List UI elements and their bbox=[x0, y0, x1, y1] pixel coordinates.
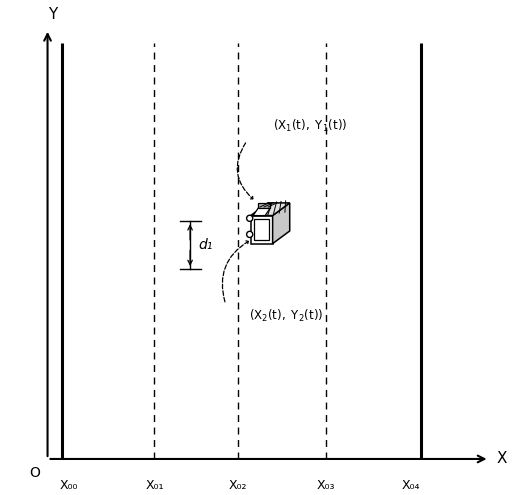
Polygon shape bbox=[258, 203, 270, 208]
Polygon shape bbox=[254, 219, 269, 240]
Text: O: O bbox=[29, 466, 40, 480]
Polygon shape bbox=[251, 215, 272, 244]
FancyArrowPatch shape bbox=[237, 143, 253, 199]
Text: X₀₂: X₀₂ bbox=[228, 479, 247, 492]
Text: $\left(\mathrm{X_1(t),\ Y_1(t)}\right)$: $\left(\mathrm{X_1(t),\ Y_1(t)}\right)$ bbox=[274, 118, 348, 134]
Polygon shape bbox=[251, 203, 290, 215]
Text: Y: Y bbox=[48, 7, 57, 22]
Polygon shape bbox=[253, 208, 270, 215]
Text: X₀₄: X₀₄ bbox=[402, 479, 420, 492]
Text: X₀₃: X₀₃ bbox=[316, 479, 335, 492]
Text: X₀₀: X₀₀ bbox=[60, 479, 78, 492]
Circle shape bbox=[247, 215, 253, 221]
Text: $\left(\mathrm{X_2(t),\ Y_2(t)}\right)$: $\left(\mathrm{X_2(t),\ Y_2(t)}\right)$ bbox=[250, 308, 324, 324]
Circle shape bbox=[247, 231, 253, 238]
Text: X₀₁: X₀₁ bbox=[145, 479, 164, 492]
FancyArrowPatch shape bbox=[222, 241, 248, 302]
Polygon shape bbox=[272, 203, 290, 244]
Text: d₁: d₁ bbox=[198, 238, 213, 252]
Text: X: X bbox=[497, 451, 507, 466]
